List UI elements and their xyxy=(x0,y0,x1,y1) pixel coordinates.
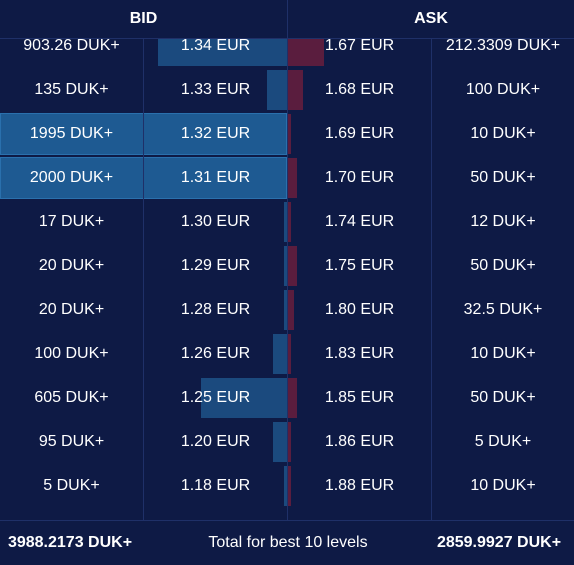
ask-depth-bar xyxy=(288,158,297,198)
bid-price: 1.31 EUR xyxy=(180,169,251,186)
ask-total: 2859.9927 DUK+ xyxy=(436,534,562,551)
bid-size: 135 DUK+ xyxy=(34,81,109,98)
order-row[interactable]: 605 DUK+ 1.25 EUR 1.85 EUR 50 DUK+ xyxy=(0,376,574,420)
ask-price: 1.68 EUR xyxy=(324,81,395,98)
ask-depth-bar xyxy=(288,70,303,110)
bid-depth-bar xyxy=(201,378,287,418)
bid-size: 2000 DUK+ xyxy=(29,169,114,186)
ask-size: 10 DUK+ xyxy=(470,125,536,142)
bid-depth-bar xyxy=(273,334,287,374)
order-book-footer: 3988.2173 DUK+ Total for best 10 levels … xyxy=(0,521,574,558)
ask-size: 12 DUK+ xyxy=(470,213,536,230)
ask-size: 10 DUK+ xyxy=(470,477,536,494)
column-divider-1 xyxy=(143,38,144,520)
header-rule xyxy=(0,38,574,39)
column-divider-3 xyxy=(431,38,432,520)
ask-size: 32.5 DUK+ xyxy=(463,301,543,318)
bid-size: 17 DUK+ xyxy=(38,213,105,230)
bid-total: 3988.2173 DUK+ xyxy=(7,534,133,551)
ask-price: 1.80 EUR xyxy=(324,301,395,318)
ask-price: 1.67 EUR xyxy=(324,37,395,54)
order-row[interactable]: 100 DUK+ 1.26 EUR 1.83 EUR 10 DUK+ xyxy=(0,332,574,376)
total-label: Total for best 10 levels xyxy=(208,534,368,551)
bid-size: 20 DUK+ xyxy=(38,257,105,274)
ask-depth-bar xyxy=(288,114,291,154)
bid-price: 1.34 EUR xyxy=(180,37,251,54)
bid-depth-bar xyxy=(284,290,287,330)
bid-depth-bar xyxy=(284,466,287,506)
ask-header: ASK xyxy=(288,0,574,38)
ask-price: 1.69 EUR xyxy=(324,125,395,142)
bid-size: 100 DUK+ xyxy=(34,345,109,362)
order-row[interactable]: 20 DUK+ 1.29 EUR 1.75 EUR 50 DUK+ xyxy=(0,244,574,288)
bid-price: 1.29 EUR xyxy=(180,257,251,274)
bid-price: 1.25 EUR xyxy=(180,389,251,406)
ask-size: 212.3309 DUK+ xyxy=(445,37,561,54)
ask-depth-bar xyxy=(288,334,291,374)
ask-size: 50 DUK+ xyxy=(470,389,536,406)
ask-price: 1.74 EUR xyxy=(324,213,395,230)
ask-price: 1.88 EUR xyxy=(324,477,395,494)
ask-size: 5 DUK+ xyxy=(474,433,532,450)
bid-depth-bar xyxy=(284,202,287,242)
bid-price: 1.20 EUR xyxy=(180,433,251,450)
ask-size: 50 DUK+ xyxy=(470,257,536,274)
ask-price: 1.75 EUR xyxy=(324,257,395,274)
ask-depth-bar xyxy=(288,422,291,462)
ask-depth-bar xyxy=(288,466,291,506)
bid-price: 1.33 EUR xyxy=(180,81,251,98)
ask-depth-bar xyxy=(288,246,297,286)
ask-depth-bar xyxy=(288,378,297,418)
bid-depth-bar xyxy=(267,70,287,110)
bid-price: 1.28 EUR xyxy=(180,301,251,318)
bid-size: 20 DUK+ xyxy=(38,301,105,318)
bid-size: 605 DUK+ xyxy=(34,389,109,406)
order-row[interactable]: 95 DUK+ 1.20 EUR 1.86 EUR 5 DUK+ xyxy=(0,420,574,464)
ask-depth-bar xyxy=(288,202,291,242)
bid-depth-bar xyxy=(273,422,287,462)
header-divider xyxy=(287,0,288,38)
ask-price: 1.70 EUR xyxy=(324,169,395,186)
bid-header: BID xyxy=(0,0,287,38)
bid-size: 5 DUK+ xyxy=(43,477,100,494)
bid-depth-bar xyxy=(284,246,287,286)
order-row[interactable]: 5 DUK+ 1.18 EUR 1.88 EUR 10 DUK+ xyxy=(0,464,574,508)
bid-price: 1.18 EUR xyxy=(180,477,251,494)
order-row[interactable]: 17 DUK+ 1.30 EUR 1.74 EUR 12 DUK+ xyxy=(0,200,574,244)
bid-size: 95 DUK+ xyxy=(38,433,105,450)
bid-price: 1.32 EUR xyxy=(180,125,251,142)
order-row[interactable]: 135 DUK+ 1.33 EUR 1.68 EUR 100 DUK+ xyxy=(0,68,574,112)
ask-depth-bar xyxy=(288,290,294,330)
bid-size: 1995 DUK+ xyxy=(29,125,114,142)
ask-size: 50 DUK+ xyxy=(470,169,536,186)
ask-price: 1.86 EUR xyxy=(324,433,395,450)
ask-size: 100 DUK+ xyxy=(465,81,541,98)
bid-price: 1.30 EUR xyxy=(180,213,251,230)
bid-size: 903.26 DUK+ xyxy=(23,37,120,54)
ask-price: 1.85 EUR xyxy=(324,389,395,406)
bid-price: 1.26 EUR xyxy=(180,345,251,362)
order-row[interactable]: 20 DUK+ 1.28 EUR 1.80 EUR 32.5 DUK+ xyxy=(0,288,574,332)
column-divider-2 xyxy=(287,38,288,520)
footer-rule xyxy=(0,520,574,521)
ask-price: 1.83 EUR xyxy=(324,345,395,362)
ask-size: 10 DUK+ xyxy=(470,345,536,362)
